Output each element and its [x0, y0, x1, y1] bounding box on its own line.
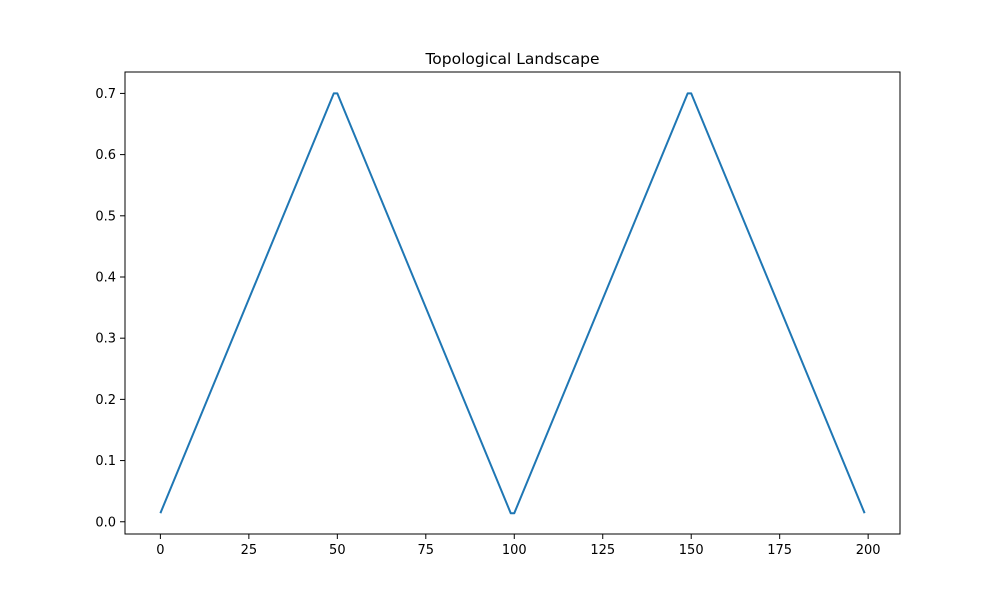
y-tick-label: 0.0 [95, 515, 116, 530]
x-tick-label: 175 [767, 543, 792, 558]
y-tick-label: 0.1 [95, 454, 116, 469]
y-tick-label: 0.6 [95, 148, 116, 163]
series-layer [159, 92, 866, 515]
x-tick-label: 100 [502, 543, 527, 558]
y-tick-label: 0.4 [95, 270, 116, 285]
y-tick-label: 0.2 [95, 393, 116, 408]
axes-frame [124, 71, 901, 535]
y-axis-ticks: 0.0 0.1 0.2 0.3 0.4 0.5 0.6 0.7 [95, 87, 125, 530]
plot-area [125, 72, 900, 534]
x-tick-label: 75 [418, 543, 435, 558]
x-tick-label: 0 [156, 543, 164, 558]
x-tick-label: 150 [679, 543, 704, 558]
series-line [159, 92, 866, 515]
y-tick-label: 0.3 [95, 332, 116, 347]
x-tick-label: 125 [590, 543, 615, 558]
y-tick-label: 0.5 [95, 209, 116, 224]
x-tick-label: 50 [329, 543, 346, 558]
x-tick-label: 200 [856, 543, 881, 558]
x-tick-label: 25 [241, 543, 258, 558]
y-tick-label: 0.7 [95, 87, 116, 102]
chart-title: Topological Landscape [424, 50, 599, 68]
x-axis-ticks: 0 25 50 75 100 125 150 175 200 [156, 534, 881, 558]
